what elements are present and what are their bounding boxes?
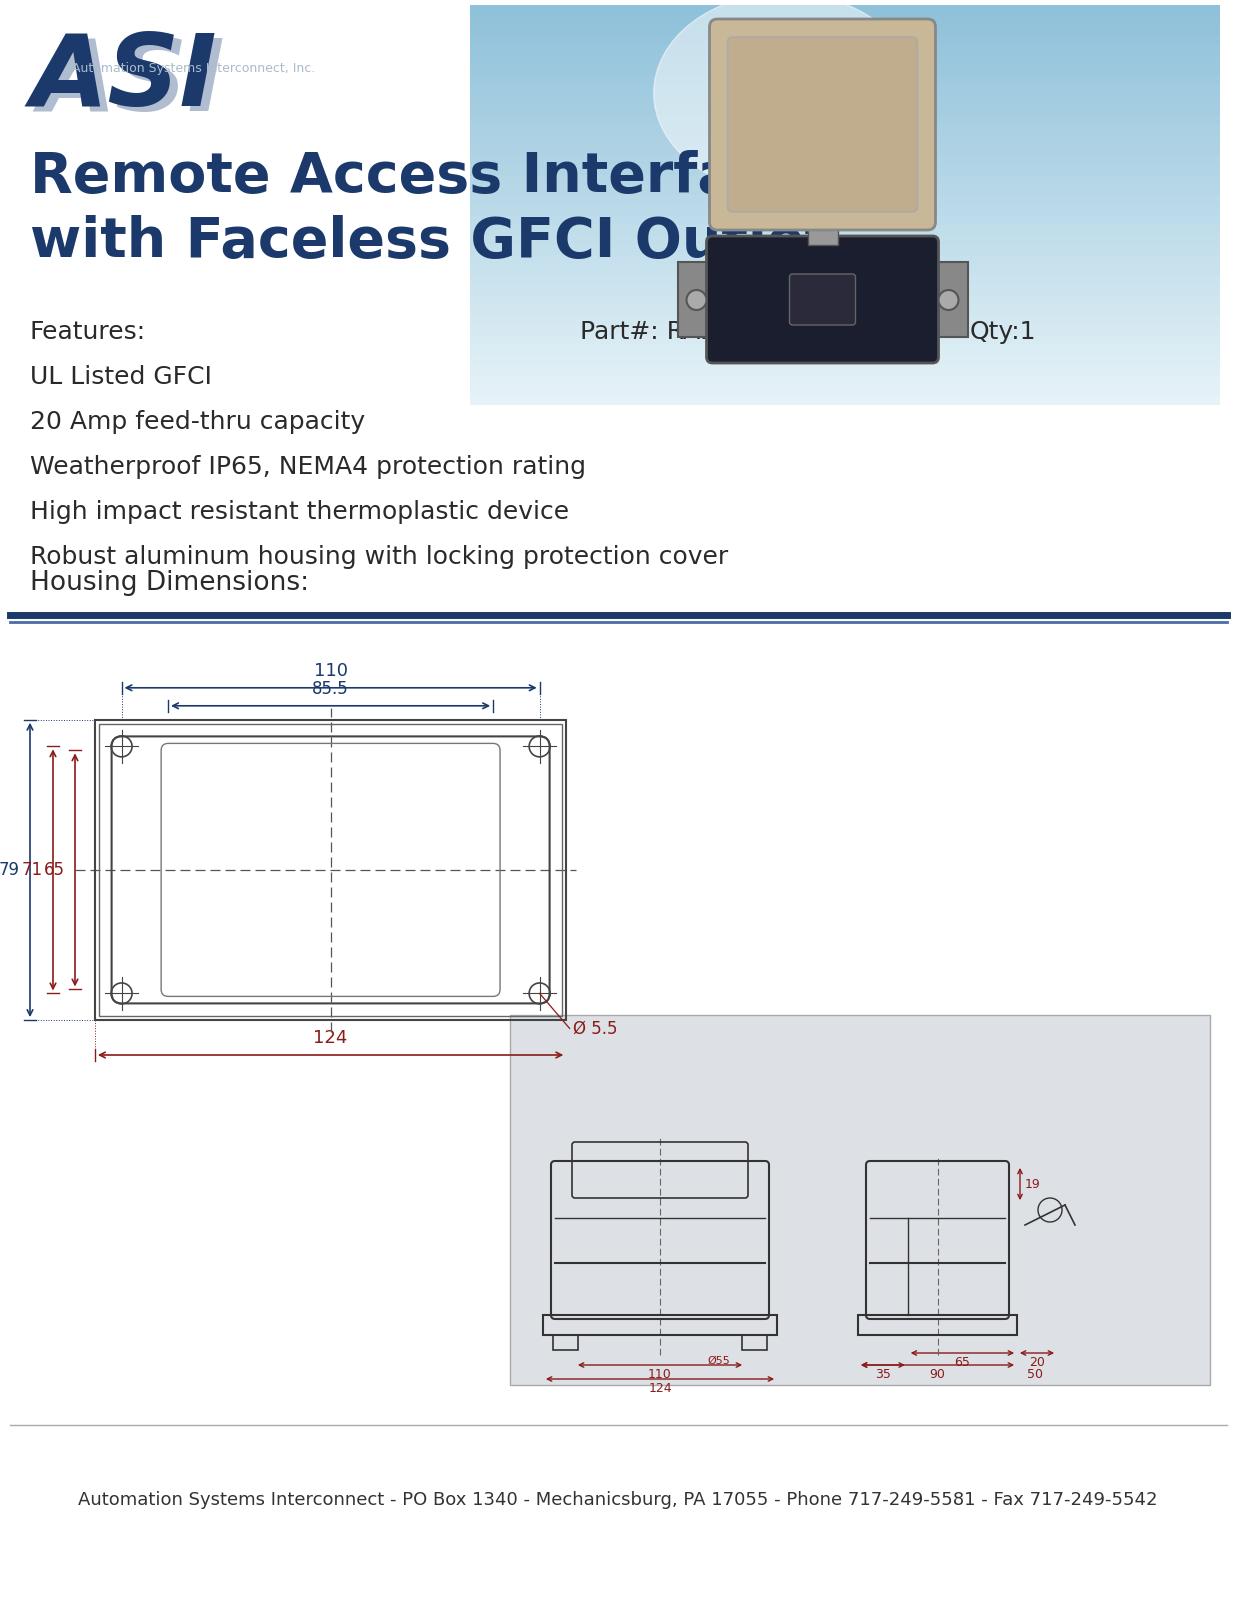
Bar — [470, 285, 1220, 294]
Text: ASI: ASI — [30, 30, 216, 126]
Bar — [470, 365, 1220, 374]
Bar — [470, 115, 1220, 125]
Text: 20 Amp feed-thru capacity: 20 Amp feed-thru capacity — [30, 410, 365, 434]
Bar — [0, 622, 1237, 1395]
Bar — [470, 205, 1220, 214]
Bar — [470, 226, 1220, 235]
Bar — [470, 315, 1220, 325]
Bar — [470, 306, 1220, 315]
Bar — [470, 146, 1220, 155]
Text: Automation Systems Interconnect - PO Box 1340 - Mechanicsburg, PA 17055 - Phone : Automation Systems Interconnect - PO Box… — [78, 1491, 1158, 1509]
Text: 124: 124 — [313, 1029, 348, 1046]
Bar — [95, 720, 567, 1021]
Text: Remote Access Interface: Remote Access Interface — [30, 150, 805, 203]
Bar — [470, 186, 1220, 195]
Text: 20: 20 — [1029, 1357, 1045, 1370]
Bar — [470, 45, 1220, 54]
Text: Weatherproof IP65, NEMA4 protection rating: Weatherproof IP65, NEMA4 protection rati… — [30, 454, 586, 478]
Bar — [470, 66, 1220, 75]
FancyBboxPatch shape — [789, 274, 856, 325]
Bar — [470, 26, 1220, 35]
Bar — [470, 275, 1220, 285]
Text: 110: 110 — [648, 1368, 672, 1381]
Bar — [470, 134, 1220, 146]
Text: with Faceless GFCI Outlet: with Faceless GFCI Outlet — [30, 214, 831, 269]
Bar — [470, 254, 1220, 266]
Bar — [470, 214, 1220, 226]
Text: 90: 90 — [929, 1368, 945, 1381]
Bar — [742, 1334, 767, 1350]
Text: 110: 110 — [314, 662, 348, 680]
Bar — [470, 106, 1220, 115]
Bar — [470, 325, 1220, 334]
Text: 65: 65 — [955, 1357, 970, 1370]
Bar — [553, 1334, 578, 1350]
Bar — [470, 235, 1220, 245]
Text: Robust aluminum housing with locking protection cover: Robust aluminum housing with locking pro… — [30, 546, 729, 570]
Bar — [808, 219, 837, 245]
Text: Automation Systems Interconnect, Inc.: Automation Systems Interconnect, Inc. — [72, 62, 315, 75]
Bar — [470, 5, 1220, 14]
FancyBboxPatch shape — [706, 235, 939, 363]
Circle shape — [939, 290, 959, 310]
Text: Features:: Features: — [30, 320, 146, 344]
Bar — [99, 723, 562, 1016]
Bar — [470, 54, 1220, 66]
Text: Ø 5.5: Ø 5.5 — [573, 1019, 617, 1037]
Bar — [470, 94, 1220, 106]
Bar — [470, 195, 1220, 205]
Text: 85.5: 85.5 — [312, 680, 349, 698]
Bar — [470, 14, 1220, 26]
Bar — [470, 35, 1220, 45]
Ellipse shape — [653, 0, 917, 194]
Bar — [470, 125, 1220, 134]
Bar — [470, 75, 1220, 85]
Bar — [543, 1315, 777, 1334]
Bar — [510, 1014, 1210, 1386]
FancyBboxPatch shape — [727, 37, 918, 211]
Text: Qty:1: Qty:1 — [970, 320, 1037, 344]
Bar — [470, 294, 1220, 306]
Text: 35: 35 — [875, 1368, 891, 1381]
Text: 79: 79 — [0, 861, 20, 878]
Text: 50: 50 — [1027, 1368, 1043, 1381]
Bar — [470, 165, 1220, 174]
Text: High impact resistant thermoplastic device: High impact resistant thermoplastic devi… — [30, 499, 569, 525]
Bar — [470, 245, 1220, 254]
Text: 124: 124 — [648, 1382, 672, 1395]
Text: Part#: RAI-GFCI-203: Part#: RAI-GFCI-203 — [580, 320, 834, 344]
Bar — [470, 395, 1220, 405]
Bar — [470, 334, 1220, 346]
Text: UL Listed GFCI: UL Listed GFCI — [30, 365, 212, 389]
Bar — [470, 355, 1220, 365]
Bar — [470, 85, 1220, 94]
Bar — [470, 155, 1220, 165]
Circle shape — [687, 290, 706, 310]
Bar — [470, 346, 1220, 355]
Text: Ø55: Ø55 — [708, 1357, 730, 1366]
Bar — [470, 386, 1220, 395]
Bar — [470, 174, 1220, 186]
Text: ASI: ASI — [38, 35, 225, 133]
Bar — [858, 1315, 1017, 1334]
Bar — [929, 262, 967, 338]
Bar — [470, 374, 1220, 386]
Text: 65: 65 — [45, 861, 66, 878]
FancyBboxPatch shape — [710, 19, 935, 230]
Text: Housing Dimensions:: Housing Dimensions: — [30, 570, 309, 595]
Bar — [470, 266, 1220, 275]
Bar — [678, 262, 715, 338]
Text: 19: 19 — [1025, 1178, 1040, 1190]
Text: 71: 71 — [22, 861, 43, 878]
